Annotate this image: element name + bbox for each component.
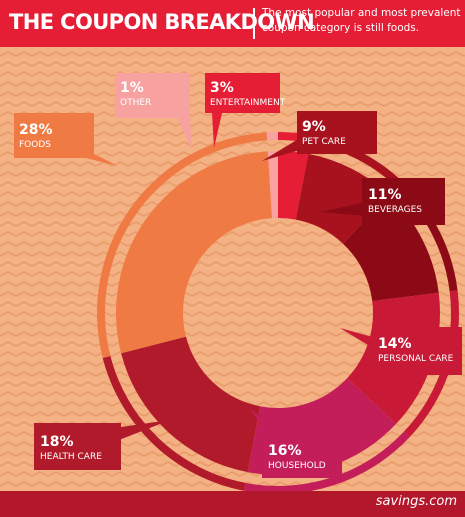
data-label-category: OTHER [120,98,151,108]
data-label-category: HOUSEHOLD [268,461,326,471]
data-label-category: PERSONAL CARE [378,354,454,364]
data-label-category: FOODS [19,140,51,150]
data-label-category: HEALTH CARE [40,452,102,462]
callout-foods: 28% FOODS [14,113,118,166]
callout-pointer [178,118,192,150]
callout-health-care: 18% HEALTH CARE [34,420,170,470]
callout-other: 1% OTHER [115,73,192,150]
data-label-value: 9% [302,119,326,135]
slice-health-care [121,337,260,473]
slice-foods [116,151,272,353]
data-label-value: 11% [368,187,402,203]
data-label-category: BEVERAGES [368,205,422,215]
brand-logo: savings.com [376,494,457,509]
data-label-category: ENTERTAINMENT [210,98,286,108]
data-label-value: 3% [210,80,234,96]
outer-ring-other [267,132,278,140]
data-label-category: PET CARE [302,137,346,147]
data-label-value: 14% [378,336,412,352]
data-label-value: 18% [40,434,74,450]
data-label-value: 1% [120,80,144,96]
data-label-value: 28% [19,122,53,138]
data-label-value: 16% [268,443,302,459]
